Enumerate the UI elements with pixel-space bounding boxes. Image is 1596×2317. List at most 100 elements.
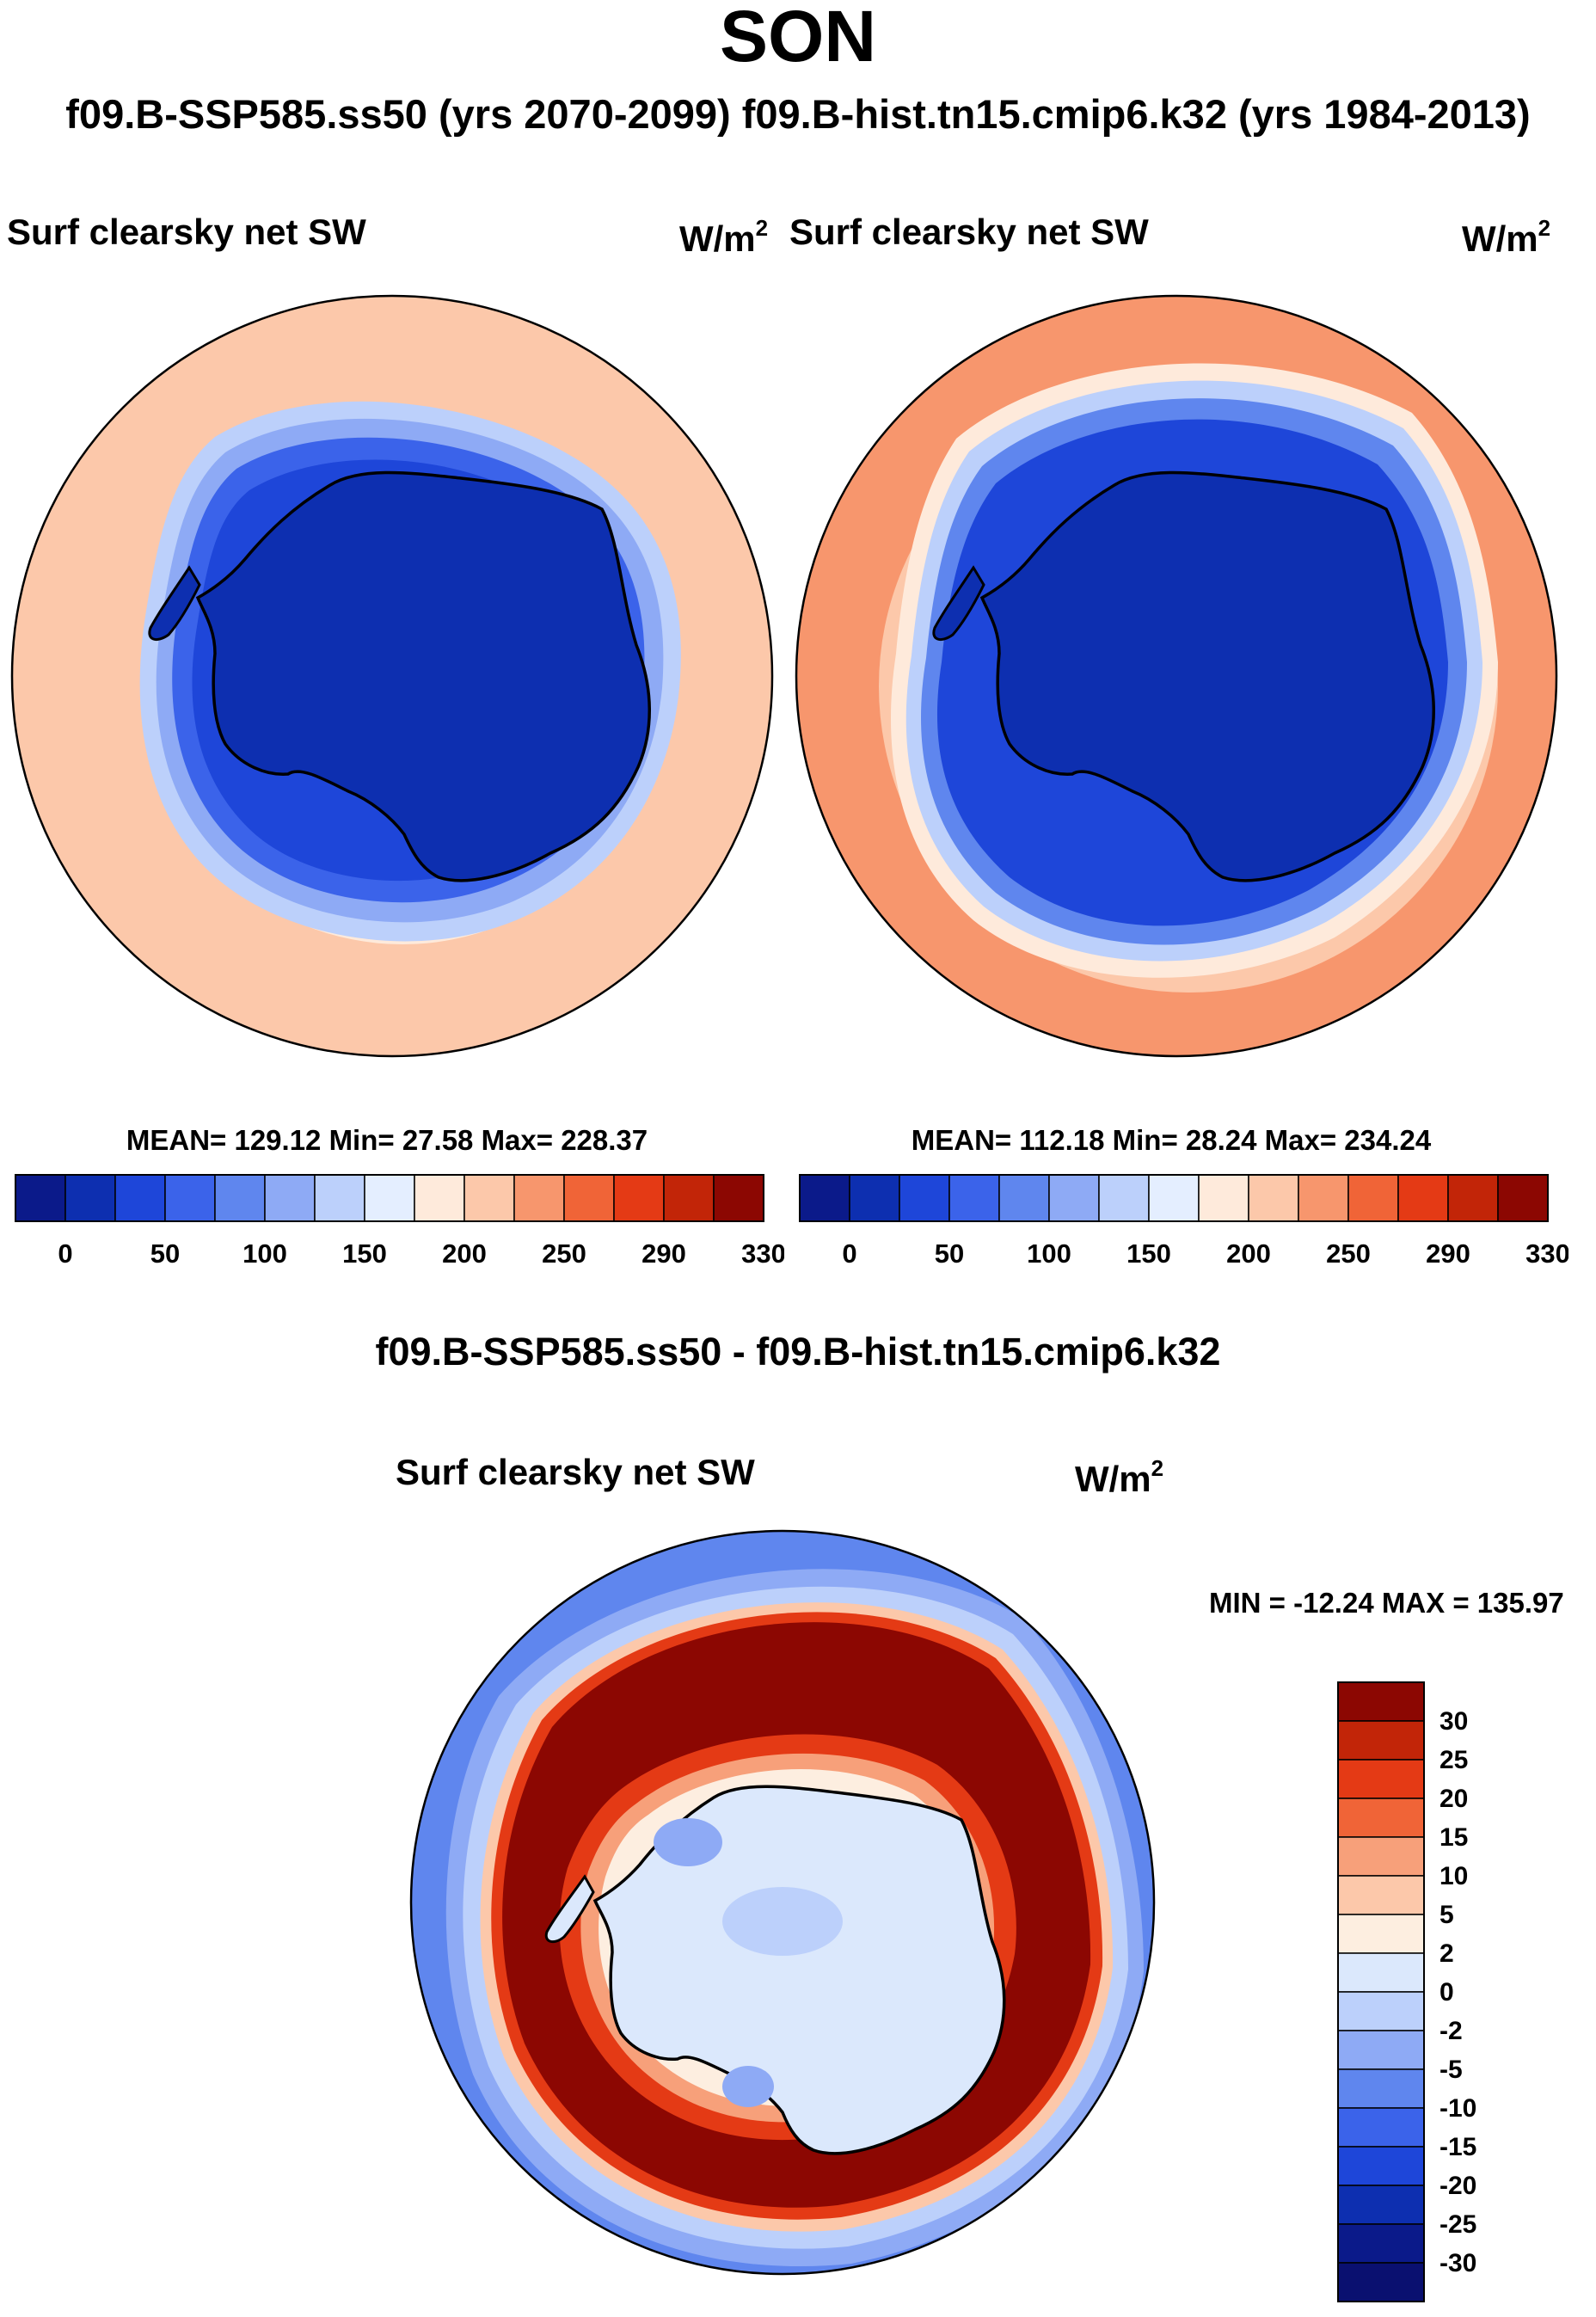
diff-colorbar-tick: -20 [1439,2172,1476,2200]
panel1-stats: MEAN= 129.12 Min= 27.58 Max= 228.37 [126,1124,648,1156]
panel1-colorbar-frame [15,1174,764,1222]
panel2-colorbar-frame [799,1174,1549,1222]
panel1-colorbar: 0 50 100 150 200 250 290 330 [15,1174,784,1269]
panel2-colorbar-cell [1048,1174,1100,1222]
panel2-colorbar-cell [948,1174,1000,1222]
panel1-colorbar-tick: 250 [542,1238,586,1269]
diff-map [409,1529,1156,2276]
diff-colorbar-tick: 30 [1439,1707,1468,1736]
panel2-colorbar: 0 50 100 150 200 250 290 330 [799,1174,1568,1269]
diff-colorbar-tick: -30 [1439,2249,1476,2277]
diff-colorbar-cell [1337,1836,1425,1877]
panel2-colorbar-tick: 200 [1226,1238,1271,1269]
panel1-colorbar-cell [364,1174,415,1222]
panel1-colorbar-cell [463,1174,515,1222]
panel1-map-border [10,294,774,1058]
panel1-colorbar-cell [164,1174,216,1222]
diff-peninsula [544,1874,595,1944]
diff-colorbar-cell [1337,2262,1425,2302]
panel2-colorbar-tick: 330 [1525,1238,1568,1269]
panel2-map [795,294,1558,1058]
panel1-colorbar-tick: 100 [242,1238,287,1269]
panel2-colorbar-cell [1497,1174,1549,1222]
diff-plateau-anomaly [722,1887,843,1956]
page-subtitle: f09.B-SSP585.ss50 (yrs 2070-2099) f09.B-… [65,91,1531,137]
panel2-colorbar-cell [1298,1174,1349,1222]
diff-colorbar-tick: 10 [1439,1862,1468,1890]
panel2-colorbar-cell [1248,1174,1299,1222]
diff-colorbar-tick: -5 [1439,2056,1463,2084]
panel1-colorbar-cell [264,1174,316,1222]
diff-ross-anomaly [722,2066,774,2107]
panel1-units-label: W/m2 [679,215,769,259]
diff-colorbar-cell [1337,1952,1425,1993]
diff-colorbar-tick: 2 [1439,1939,1454,1968]
panel2-stats: MEAN= 112.18 Min= 28.24 Max= 234.24 [911,1124,1432,1156]
diff-units-label: W/m2 [1075,1455,1164,1499]
panel2-colorbar-cell [1198,1174,1249,1222]
panel1-map [10,294,774,1058]
panel2-colorbar-cell [1098,1174,1150,1222]
diff-variable-label: Surf clearsky net SW [396,1452,755,1492]
panel2-colorbar-cell [1347,1174,1399,1222]
diff-colorbar-tick: 0 [1439,1978,1454,2007]
panel1-antarctica [195,470,651,882]
panel1-peninsula [148,565,201,642]
panel2-variable-label: Surf clearsky net SW [789,212,1149,252]
page-title: SON [719,0,877,77]
diff-colorbar-cell [1337,2030,1425,2070]
diff-colorbar-cell [1337,1798,1425,1838]
diff-colorbar-cell [1337,2223,1425,2264]
panel2-map-border [795,294,1558,1058]
panel1-colorbar-cell [414,1174,465,1222]
panel1-colorbar-cell [64,1174,116,1222]
diff-colorbar-frame [1337,1681,1425,2302]
diff-colorbar-tick: -2 [1439,2017,1463,2045]
panel2-colorbar-tick: 150 [1126,1238,1171,1269]
panel1-colorbar-tick: 290 [641,1238,686,1269]
panel1-colorbar-tick: 50 [150,1238,180,1269]
panel1-colorbar-cell [713,1174,764,1222]
diff-colorbar-cell [1337,2107,1425,2148]
diff-colorbar-tick: 5 [1439,1901,1454,1929]
panel1-colorbar-cell [114,1174,166,1222]
panel2-colorbar-tick: 290 [1426,1238,1470,1269]
diff-colorbar-tick: -25 [1439,2210,1476,2239]
panel1-colorbar-cell [563,1174,615,1222]
panel2-colorbar-tick: 50 [935,1238,964,1269]
panel1-colorbar-tick: 200 [442,1238,487,1269]
panel2-units-label: W/m2 [1462,215,1551,259]
diff-colorbar-cell [1337,2068,1425,2109]
diff-map-border [409,1529,1156,2276]
diff-colorbar-tick: 15 [1439,1823,1468,1852]
panel2-peninsula [932,565,985,642]
panel2-colorbar-cell [1447,1174,1499,1222]
panel1-colorbar-cell [513,1174,565,1222]
panel2-colorbar-tick: 250 [1326,1238,1371,1269]
panel2-colorbar-cell [998,1174,1050,1222]
panel2-colorbar-cell [1148,1174,1200,1222]
panel2-antarctica [979,470,1435,882]
panel2-colorbar-cell [899,1174,950,1222]
diff-colorbar-tick: 25 [1439,1746,1468,1774]
diff-colorbar-cell [1337,1759,1425,1799]
diff-colorbar-tick: -15 [1439,2133,1476,2161]
panel1-colorbar-cell [613,1174,665,1222]
diff-colorbar-cell [1337,1681,1425,1722]
diff-colorbar-cell [1337,1914,1425,1954]
panel1-colorbar-cell [314,1174,365,1222]
diff-colorbar-cell [1337,2185,1425,2225]
diff-colorbar-cell [1337,1720,1425,1761]
panel2-colorbar-cell [799,1174,850,1222]
diff-colorbar-cell [1337,1991,1425,2031]
diff-stats: MIN = -12.24 MAX = 135.97 [1209,1587,1564,1619]
panel2-colorbar-tick: 0 [842,1238,856,1269]
panel2-colorbar-cell [1397,1174,1449,1222]
diff-title: f09.B-SSP585.ss50 - f09.B-hist.tn15.cmip… [375,1330,1221,1374]
diff-colorbar-tick: 20 [1439,1785,1468,1813]
diff-colorbar-cell [1337,2146,1425,2186]
panel1-variable-label: Surf clearsky net SW [7,212,366,252]
panel1-colorbar-tick: 0 [58,1238,72,1269]
panel1-colorbar-tick: 330 [741,1238,784,1269]
